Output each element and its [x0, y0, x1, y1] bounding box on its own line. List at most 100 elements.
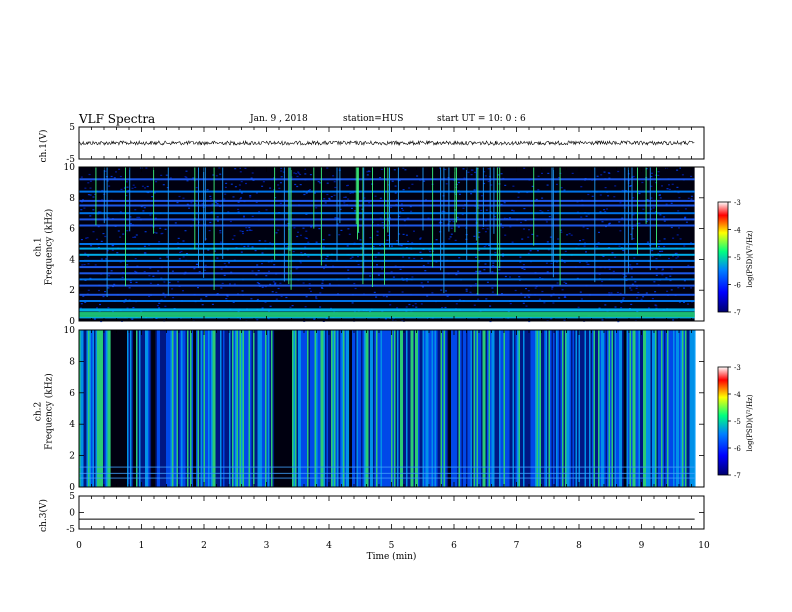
- noise-speckle: [629, 185, 632, 187]
- spectrogram-column: [140, 330, 143, 487]
- spectrogram-column: [221, 330, 224, 487]
- spectrogram-column: [415, 330, 417, 487]
- observation-date: Jan. 9 , 2018: [250, 114, 308, 124]
- sferic-line: [627, 167, 629, 274]
- noise-speckle: [618, 221, 621, 223]
- noise-speckle: [280, 170, 283, 172]
- spectrogram-column: [368, 330, 371, 487]
- y-tick-label: -5: [66, 155, 75, 165]
- spectrogram-column: [469, 330, 471, 487]
- noise-speckle: [400, 245, 403, 247]
- spectrogram-column: [320, 330, 323, 487]
- noise-speckle: [309, 174, 312, 176]
- spectrogram-column: [403, 330, 405, 487]
- noise-speckle: [413, 257, 416, 260]
- spectrogram-column: [131, 330, 134, 487]
- noise-speckle: [641, 181, 644, 184]
- noise-speckle: [124, 298, 127, 301]
- noise-speckle: [197, 287, 199, 289]
- spectrogram-column: [628, 330, 630, 487]
- spectrogram-column: [128, 330, 131, 487]
- spectrogram-column: [199, 330, 201, 487]
- noise-speckle: [617, 170, 620, 173]
- noise-speckle: [125, 195, 128, 197]
- spectrogram-column: [319, 330, 321, 487]
- spectrogram-column: [143, 330, 146, 487]
- sferic-line: [432, 167, 434, 268]
- spectrogram-column: [604, 330, 606, 487]
- noise-speckle: [661, 250, 664, 252]
- noise-speckle: [216, 257, 219, 259]
- noise-speckle: [216, 216, 219, 218]
- spectrogram-column: [389, 330, 392, 487]
- noise-speckle: [89, 180, 92, 182]
- spectrogram-column: [383, 330, 386, 487]
- sferic-line: [477, 167, 479, 295]
- noise-speckle: [158, 302, 161, 304]
- noise-speckle: [340, 229, 343, 231]
- noise-speckle: [244, 167, 247, 169]
- noise-speckle: [388, 291, 391, 293]
- sferic-line: [489, 167, 491, 273]
- sferic-line: [482, 167, 484, 227]
- time-axis: 0 1 2 3 4 5 6 7 8 9 10 Time (min): [76, 541, 710, 562]
- spectrogram-column: [434, 330, 437, 487]
- noise-speckle: [622, 249, 625, 252]
- noise-speckle: [308, 283, 311, 285]
- spectrogram-column: [337, 330, 339, 487]
- noise-speckle: [687, 197, 690, 199]
- spectrogram-column: [107, 330, 110, 487]
- sferic-line: [355, 167, 357, 225]
- noise-speckle: [279, 202, 282, 204]
- spectrogram-column: [644, 330, 647, 487]
- noise-speckle: [599, 211, 602, 213]
- noise-speckle: [555, 183, 558, 185]
- sferic-line: [448, 167, 450, 232]
- noise-speckle: [556, 282, 559, 284]
- noise-speckle: [110, 270, 113, 272]
- noise-speckle: [527, 290, 530, 292]
- noise-speckle: [543, 302, 546, 304]
- noise-speckle: [518, 276, 521, 278]
- spectrogram-column: [421, 330, 423, 487]
- spectrogram-column: [646, 330, 648, 487]
- spectrogram-column: [529, 330, 531, 487]
- spectrogram-column: [692, 330, 695, 487]
- noise-speckle: [250, 298, 253, 300]
- noise-speckle: [274, 282, 277, 284]
- noise-speckle: [155, 232, 158, 234]
- spectrogram-column: [380, 330, 383, 487]
- spectrogram-column: [395, 330, 398, 487]
- spectrogram-column: [631, 330, 633, 487]
- spectrogram-column: [364, 330, 366, 487]
- noise-speckle: [520, 221, 522, 224]
- spectrogram-column: [439, 330, 441, 487]
- noise-speckle: [240, 197, 242, 199]
- noise-speckle: [185, 176, 188, 179]
- spectrogram-column: [640, 330, 642, 487]
- spectrogram-column: [649, 330, 651, 487]
- spectrogram-column: [451, 330, 453, 487]
- spectrogram-column: [340, 330, 342, 487]
- noise-speckle: [277, 184, 280, 186]
- noise-speckle: [630, 233, 633, 235]
- spectrogram-column: [574, 330, 576, 487]
- noise-speckle: [278, 187, 281, 189]
- noise-speckle: [134, 258, 137, 260]
- sferic-line: [551, 167, 553, 262]
- noise-speckle: [653, 281, 656, 283]
- noise-speckle: [374, 195, 377, 197]
- noise-speckle: [445, 183, 448, 185]
- start-ut-label: start UT = 10: 0 : 6: [437, 114, 526, 124]
- noise-speckle: [435, 239, 438, 241]
- colorbar-gradient: [717, 366, 729, 476]
- noise-speckle: [407, 240, 409, 242]
- y-tick-label: 2: [69, 286, 75, 296]
- noise-speckle: [387, 220, 390, 222]
- spectrogram-column: [344, 330, 347, 487]
- noise-speckle: [174, 222, 177, 224]
- noise-speckle: [422, 286, 424, 288]
- noise-speckle: [683, 280, 686, 282]
- noise-speckle: [273, 177, 275, 179]
- noise-speckle: [632, 197, 635, 199]
